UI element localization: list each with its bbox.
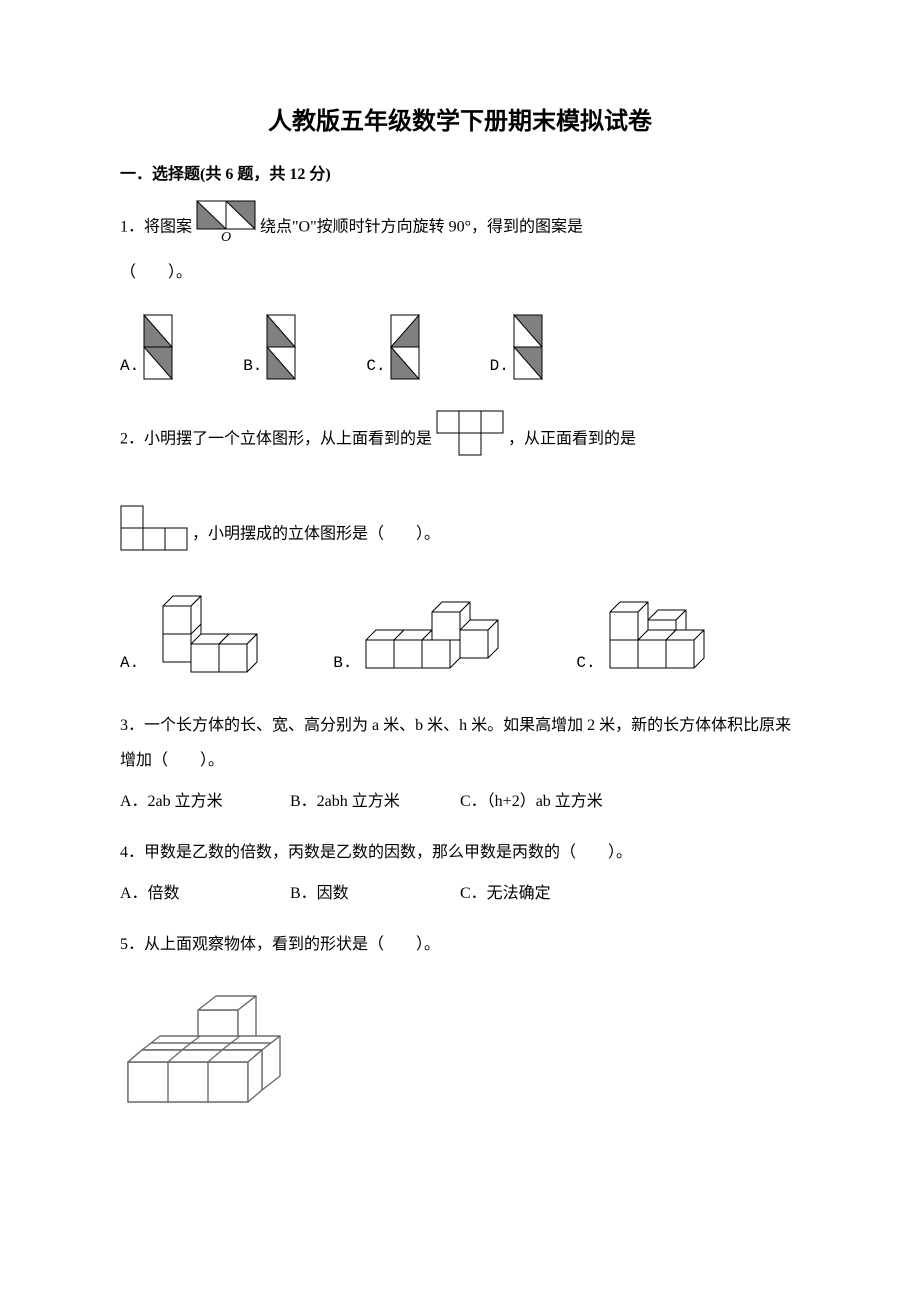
page-title: 人教版五年级数学下册期末模拟试卷 <box>120 100 800 143</box>
q2-stem-a: 2．小明摆了一个立体图形，从上面看到的是 <box>120 431 432 448</box>
q2-stem: 2．小明摆了一个立体图形，从上面看到的是 ，从正面看到的是 ，小明摆成的立体图形… <box>120 410 800 564</box>
q1-stem-c: （ ）。 <box>120 264 192 281</box>
q2-opt-b-label: B. <box>333 649 352 678</box>
q2-opt-b: B. <box>333 588 516 678</box>
q5-figure <box>120 992 800 1133</box>
q1-stem: 1．将图案 O 绕点"O"按顺时针方向旋转 90°，得到的图案是 （ ）。 <box>120 200 800 290</box>
q1-opt-b-label: B. <box>243 352 262 381</box>
question-3: 3．一个长方体的长、宽、高分别为 a 米、b 米、h 米。如果高增加 2 米，新… <box>120 708 800 817</box>
q2-opt-a: A. <box>120 588 273 678</box>
q1-opt-a: A. <box>120 314 173 380</box>
q3-opt-c: C．（h+2）ab 立方米 <box>460 788 680 817</box>
q1-opt-d: D. <box>490 314 543 380</box>
q3-opt-a: A．2ab 立方米 <box>120 788 290 817</box>
q1-opt-b-figure <box>266 314 296 380</box>
q1-opt-c-figure <box>390 314 420 380</box>
question-1: 1．将图案 O 绕点"O"按顺时针方向旋转 90°，得到的图案是 （ ）。 A. <box>120 200 800 380</box>
question-4: 4．甲数是乙数的倍数，丙数是乙数的因数，那么甲数是丙数的（ ）。 A．倍数 B．… <box>120 835 800 909</box>
q2-options: A. B. <box>120 588 800 678</box>
q1-opt-c: C. <box>366 314 419 380</box>
q3-opt-b: B．2abh 立方米 <box>290 788 460 817</box>
q1-opt-a-figure <box>143 314 173 380</box>
q2-opt-b-figure <box>356 588 516 678</box>
q5-stem: 5．从上面观察物体，看到的形状是（ ）。 <box>120 927 800 962</box>
q2-opt-a-label: A. <box>120 649 139 678</box>
q1-stem-a: 1．将图案 <box>120 218 192 235</box>
q2-opt-c-figure <box>600 588 760 678</box>
q4-stem: 4．甲数是乙数的倍数，丙数是乙数的因数，那么甲数是丙数的（ ）。 <box>120 835 800 870</box>
q2-stem-b: ，从正面看到的是 <box>508 431 636 448</box>
q1-stem-figure: O <box>196 200 256 255</box>
q1-opt-c-label: C. <box>366 352 385 381</box>
q4-opt-b: B．因数 <box>290 880 460 909</box>
section-heading: 一．选择题(共 6 题，共 12 分) <box>120 161 800 190</box>
q4-options: A．倍数 B．因数 C．无法确定 <box>120 880 800 909</box>
q2-opt-a-figure <box>143 588 273 678</box>
q2-front-view <box>120 505 188 564</box>
q1-options: A. B. C. <box>120 314 800 380</box>
q3-options: A．2ab 立方米 B．2abh 立方米 C．（h+2）ab 立方米 <box>120 788 800 817</box>
q1-stem-b: 绕点"O"按顺时针方向旋转 90°，得到的图案是 <box>260 218 583 235</box>
q1-opt-a-label: A. <box>120 352 139 381</box>
q2-top-view <box>436 410 504 469</box>
q3-stem: 3．一个长方体的长、宽、高分别为 a 米、b 米、h 米。如果高增加 2 米，新… <box>120 708 800 778</box>
q4-opt-a: A．倍数 <box>120 880 290 909</box>
question-2: 2．小明摆了一个立体图形，从上面看到的是 ，从正面看到的是 ，小明摆成的立体图形… <box>120 410 800 678</box>
question-5: 5．从上面观察物体，看到的形状是（ ）。 <box>120 927 800 1133</box>
q1-opt-b: B. <box>243 314 296 380</box>
svg-text:O: O <box>221 230 231 242</box>
q2-opt-c-label: C. <box>576 649 595 678</box>
q1-opt-d-figure <box>513 314 543 380</box>
q1-opt-d-label: D. <box>490 352 509 381</box>
q2-opt-c: C. <box>576 588 759 678</box>
q2-stem-c: ，小明摆成的立体图形是（ ）。 <box>192 525 440 542</box>
q4-opt-c: C．无法确定 <box>460 880 680 909</box>
